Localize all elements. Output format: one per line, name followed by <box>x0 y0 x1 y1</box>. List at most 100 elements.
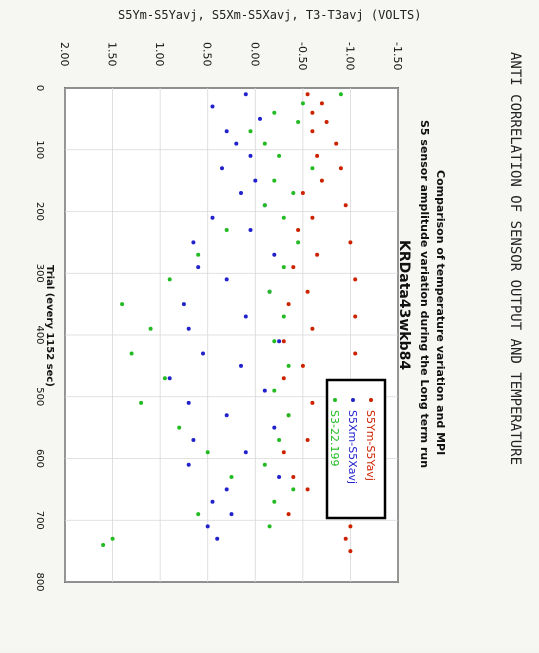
data-point <box>177 425 182 430</box>
data-point <box>224 413 229 418</box>
data-point <box>291 265 296 270</box>
data-point <box>353 351 358 356</box>
data-point <box>167 277 172 282</box>
value-tick-label: -1.00 <box>343 42 356 70</box>
data-point <box>286 363 291 368</box>
data-point <box>120 302 125 307</box>
data-point <box>291 487 296 492</box>
legend-box <box>325 378 387 520</box>
data-point <box>310 326 315 331</box>
trial-tick-label: 500 <box>34 387 45 406</box>
data-point <box>272 178 277 183</box>
value-tick-label: -0.50 <box>296 42 309 70</box>
data-point <box>129 351 134 356</box>
data-point <box>181 302 186 307</box>
value-tick-label: -1.50 <box>391 42 404 70</box>
data-point <box>281 376 286 381</box>
data-point <box>348 524 353 529</box>
data-point <box>220 166 224 171</box>
data-point <box>248 129 253 134</box>
data-point <box>148 326 153 331</box>
value-tick-label: 0.50 <box>201 42 214 67</box>
data-point <box>243 314 248 319</box>
data-point <box>296 120 301 124</box>
data-point <box>110 536 115 541</box>
data-point <box>239 191 243 195</box>
data-point <box>186 326 191 331</box>
data-point <box>210 499 215 504</box>
data-point <box>272 110 277 115</box>
data-point <box>234 141 239 146</box>
data-point <box>262 203 267 208</box>
legend-label-s5y: S5Ym-S5Yavj <box>364 410 377 481</box>
data-point <box>310 400 315 405</box>
data-point <box>210 104 215 109</box>
data-point <box>224 487 229 492</box>
grid-lines <box>64 87 399 583</box>
data-point <box>338 92 343 97</box>
data-point <box>300 101 305 106</box>
data-point <box>348 240 353 245</box>
data-point <box>296 240 301 245</box>
data-point <box>286 413 291 418</box>
legend-marker-s3 <box>333 398 337 402</box>
data-point <box>281 450 286 455</box>
data-point <box>315 252 320 257</box>
data-point <box>277 438 282 442</box>
data-point <box>272 252 277 257</box>
trial-tick-label: 600 <box>34 449 45 468</box>
data-point <box>315 153 320 158</box>
series-1 <box>167 92 282 541</box>
data-point <box>224 277 229 282</box>
data-point <box>243 92 248 97</box>
data-point <box>305 438 310 442</box>
data-point <box>191 438 196 442</box>
value-axis-ticks: -1.50 -1.00 -0.50 0.00 0.50 1.00 1.50 2.00 <box>58 42 404 70</box>
value-tick-label: 1.00 <box>153 42 166 67</box>
data-point <box>253 178 258 183</box>
data-point <box>167 376 172 381</box>
data-point <box>272 339 277 344</box>
data-point <box>267 289 272 294</box>
data-point <box>305 92 310 97</box>
data-point <box>353 314 358 319</box>
data-point <box>258 116 262 121</box>
data-point <box>281 339 286 344</box>
trial-tick-label: 800 <box>34 572 45 591</box>
data-point <box>277 339 282 344</box>
legend-label-s5x: S5Xm-S5Xavj <box>346 410 359 484</box>
data-point <box>281 215 286 220</box>
data-point <box>291 191 296 195</box>
data-point <box>196 512 201 517</box>
data-point <box>201 351 205 356</box>
data-point <box>310 129 315 134</box>
data-point <box>196 252 201 257</box>
data-point <box>224 129 229 134</box>
data-point <box>291 475 296 479</box>
data-point <box>215 536 220 541</box>
value-tick-label: 0.00 <box>248 42 261 67</box>
trial-axis-ticks: 0 100 200 300 400 500 600 700 800 <box>34 85 45 592</box>
data-point <box>334 141 339 146</box>
data-point <box>248 228 253 232</box>
data-point <box>262 462 267 467</box>
data-point <box>262 141 267 146</box>
trial-tick-label: 700 <box>34 511 45 530</box>
data-point <box>205 450 210 455</box>
data-point <box>272 388 277 393</box>
handwritten-side-label: ANTI CORRELATION OF SENSOR OUTPUT AND TE… <box>507 52 523 465</box>
trial-tick-label: 200 <box>34 202 45 221</box>
handwritten-top-label: S5Ym-S5Yavj, S5Xm-S5Xavj, T3-T3avj (VOLT… <box>118 8 421 22</box>
data-point <box>262 388 267 393</box>
data-point <box>310 215 315 220</box>
trial-tick-label: 300 <box>34 264 45 283</box>
data-point <box>286 512 291 517</box>
value-tick-label: 1.50 <box>106 42 119 67</box>
chart-title-line-1: Comparison of temperature variation and … <box>434 170 447 455</box>
data-point <box>186 400 191 405</box>
data-point <box>348 549 353 554</box>
data-point <box>224 228 229 232</box>
data-point <box>239 363 243 368</box>
